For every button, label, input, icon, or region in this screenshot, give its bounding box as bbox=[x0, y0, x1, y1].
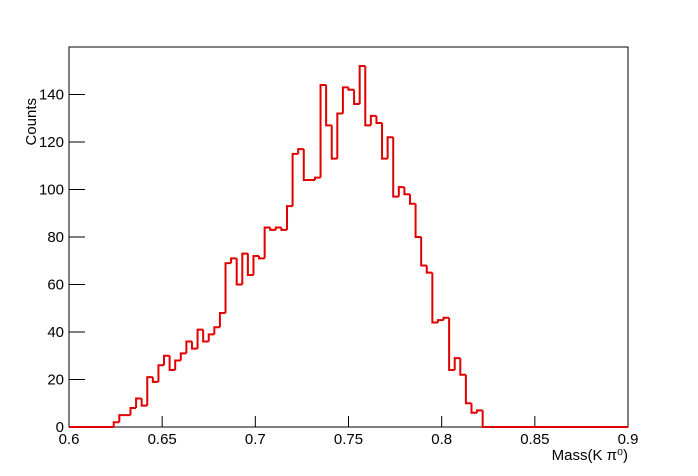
y-tick-label: 120 bbox=[39, 134, 64, 151]
histogram-bin bbox=[358, 65, 366, 104]
histogram-bin bbox=[481, 410, 489, 428]
x-axis-label: Mass(K π⁰) bbox=[552, 447, 628, 464]
x-tick-label: 0.9 bbox=[618, 431, 639, 448]
histogram-bin bbox=[330, 125, 338, 160]
histogram-bin bbox=[213, 326, 220, 335]
histogram-bin bbox=[341, 86, 349, 114]
histogram-bin bbox=[476, 409, 483, 413]
histogram-bin bbox=[157, 364, 165, 382]
x-tick-label: 0.6 bbox=[59, 431, 80, 448]
y-tick-label: 40 bbox=[47, 324, 64, 341]
histogram-bin bbox=[425, 265, 433, 274]
histogram-bin bbox=[218, 312, 226, 328]
histogram-bin bbox=[375, 115, 383, 124]
histogram-bin bbox=[185, 340, 192, 354]
x-tick-label: 0.65 bbox=[148, 431, 177, 448]
histogram-bin bbox=[464, 374, 472, 405]
y-tick-label: 140 bbox=[39, 87, 64, 104]
histogram-bin bbox=[263, 226, 271, 259]
histogram-bin bbox=[381, 123, 388, 160]
histogram-bin bbox=[258, 256, 265, 260]
y-axis-label: Counts bbox=[23, 98, 40, 146]
histogram-bin bbox=[414, 203, 422, 238]
y-tick-label: 100 bbox=[39, 182, 64, 199]
histogram-bin bbox=[146, 376, 153, 406]
histogram-bin bbox=[190, 341, 198, 350]
histogram-bin bbox=[291, 152, 299, 207]
histogram-bin bbox=[135, 397, 142, 408]
histogram-bin bbox=[202, 329, 209, 343]
x-tick-label: 0.7 bbox=[245, 431, 266, 448]
histogram-bin bbox=[163, 354, 170, 366]
histogram-bin bbox=[207, 333, 215, 342]
histogram-bin bbox=[129, 407, 137, 416]
y-tick-label: 80 bbox=[47, 229, 64, 246]
x-tick-label: 0.8 bbox=[431, 431, 452, 448]
histogram-bin bbox=[140, 398, 148, 407]
histogram-bin bbox=[453, 357, 461, 370]
histogram-bin bbox=[397, 186, 405, 197]
histogram-bin bbox=[436, 319, 444, 323]
histogram-bin bbox=[459, 358, 466, 376]
histogram-bin bbox=[241, 252, 248, 285]
histogram-bin bbox=[174, 359, 181, 370]
histogram-bin bbox=[408, 194, 416, 205]
histogram-bin bbox=[112, 421, 120, 427]
histogram-bin bbox=[313, 176, 321, 180]
x-tick-label: 0.75 bbox=[334, 431, 363, 448]
histogram-bin bbox=[369, 114, 377, 126]
histogram-bin bbox=[274, 226, 282, 230]
y-tick-label: 60 bbox=[47, 277, 64, 294]
histogram-bin bbox=[386, 136, 394, 159]
histogram-bin bbox=[235, 258, 243, 286]
y-tick-label: 0 bbox=[56, 419, 64, 436]
histogram-bin bbox=[392, 137, 399, 198]
histogram-bin bbox=[168, 355, 176, 371]
histogram-bin bbox=[319, 84, 327, 178]
x-tick-label: 0.85 bbox=[520, 431, 549, 448]
histogram-bin bbox=[442, 316, 450, 321]
histogram-bin bbox=[224, 262, 232, 313]
y-tick-label: 20 bbox=[47, 372, 64, 389]
histogram-bin bbox=[448, 317, 455, 371]
histogram-bin bbox=[196, 328, 204, 349]
histogram-bin bbox=[347, 87, 355, 91]
histogram-bin bbox=[151, 377, 159, 383]
histogram-bin bbox=[280, 227, 288, 231]
histogram-bin bbox=[420, 237, 427, 267]
histogram-bin bbox=[286, 205, 293, 230]
plot-frame bbox=[68, 46, 629, 428]
histogram-bin bbox=[336, 112, 343, 159]
histogram-bin bbox=[297, 148, 304, 154]
histogram-bin bbox=[246, 253, 254, 276]
histogram-bin bbox=[269, 227, 276, 231]
histogram-bin bbox=[302, 149, 310, 181]
histogram-bin bbox=[118, 414, 125, 423]
histogram-bin bbox=[364, 66, 371, 127]
histogram-bin bbox=[252, 255, 260, 275]
histogram-bin bbox=[403, 187, 410, 196]
histogram-bin bbox=[179, 352, 187, 361]
histogram-bin bbox=[470, 403, 478, 414]
histogram-bin bbox=[230, 257, 237, 264]
histogram-bin bbox=[431, 272, 438, 324]
histogram-bin bbox=[353, 89, 360, 105]
histogram-bin bbox=[325, 85, 332, 127]
